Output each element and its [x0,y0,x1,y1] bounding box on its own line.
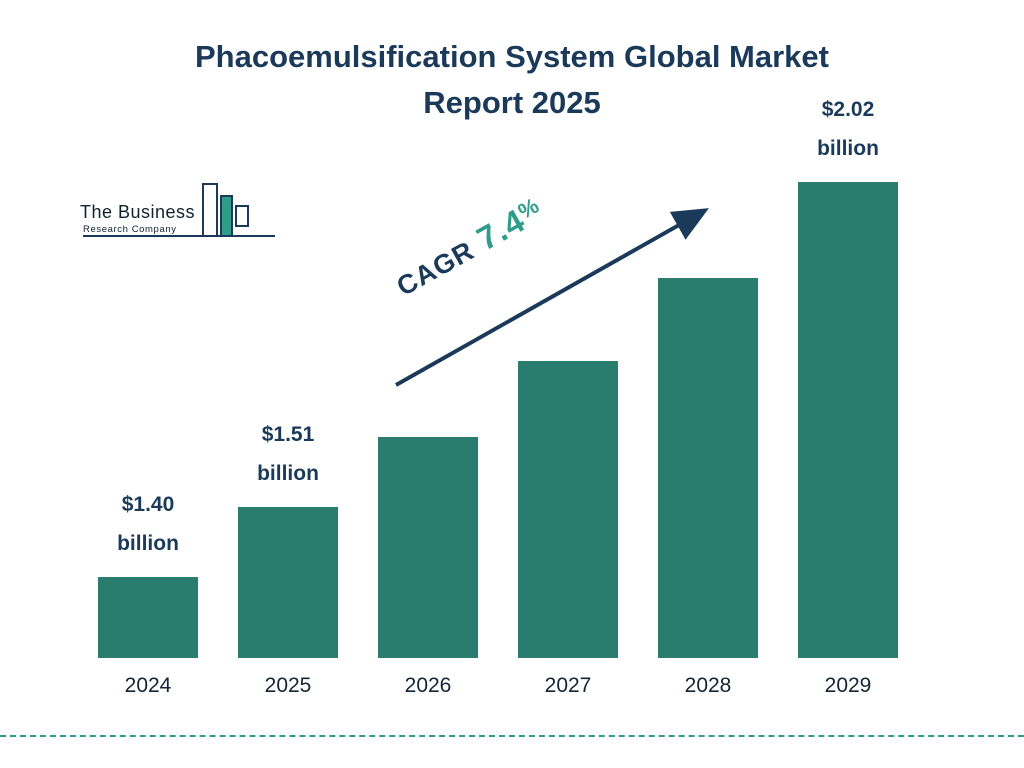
chart-title: Phacoemulsification System Global Market… [0,34,1024,126]
chart-title-line1: Phacoemulsification System Global Market [195,39,829,74]
bar-value-label: $2.02 billion [817,98,879,160]
bar-rect [518,361,618,658]
logo-name: The Business [80,202,196,222]
x-axis-label: 2024 [124,674,172,697]
x-axis-label: 2029 [824,674,872,697]
bottom-dashed-divider [0,735,1024,737]
bar-value-label: $1.51 billion [257,423,319,485]
bar-rect [798,182,898,658]
cagr-arrow-icon [395,208,709,387]
bar-rect [238,507,338,658]
logo-subname: Research Company [83,224,177,235]
x-axis-label: 2027 [544,674,592,697]
bar-chart: $1.40 billion $1.51 billion $2.02 billion [98,98,948,658]
chart-title-line2: Report 2025 [423,85,601,120]
bar-rect [658,278,758,658]
x-axis-label: 2028 [684,674,732,697]
company-logo: The Business Research Company [75,178,285,248]
x-axis-label: 2026 [404,674,452,697]
bar-rect [98,577,198,658]
x-axis-label: 2025 [264,674,312,697]
bar-value-label: $1.40 billion [117,493,179,555]
bar-rect [378,437,478,658]
logo-bars-icon [83,183,275,237]
